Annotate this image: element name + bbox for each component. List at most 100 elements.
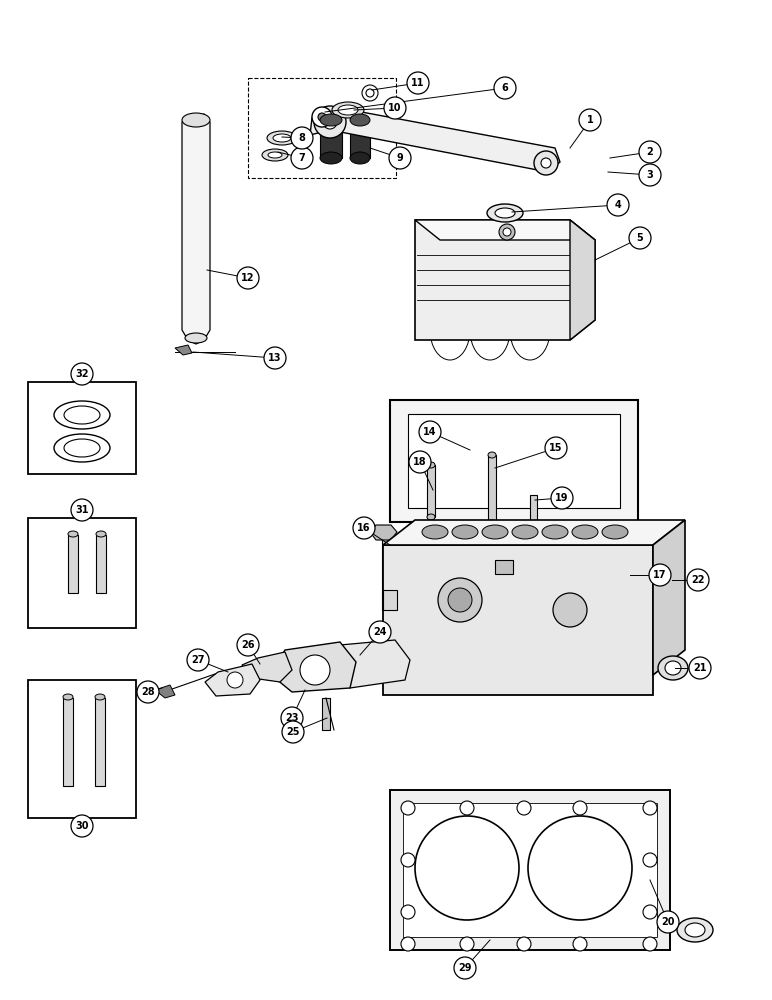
Circle shape <box>384 97 406 119</box>
Circle shape <box>448 588 472 612</box>
Circle shape <box>362 85 378 101</box>
Text: 3: 3 <box>647 170 653 180</box>
Polygon shape <box>175 345 192 355</box>
Circle shape <box>460 801 474 815</box>
Circle shape <box>649 564 671 586</box>
Bar <box>28 518 136 628</box>
Polygon shape <box>653 520 685 675</box>
Text: 23: 23 <box>285 713 299 723</box>
Circle shape <box>314 106 346 138</box>
Ellipse shape <box>262 149 288 161</box>
Ellipse shape <box>63 694 73 700</box>
Circle shape <box>137 681 159 703</box>
Bar <box>63 698 73 786</box>
Circle shape <box>187 649 209 671</box>
Circle shape <box>528 816 632 920</box>
Bar <box>427 465 435 517</box>
Ellipse shape <box>658 656 688 680</box>
Circle shape <box>629 227 651 249</box>
Bar <box>488 455 496 523</box>
Polygon shape <box>415 220 595 240</box>
Circle shape <box>312 107 332 127</box>
Circle shape <box>323 115 337 129</box>
Ellipse shape <box>488 452 496 458</box>
Ellipse shape <box>64 406 100 424</box>
Circle shape <box>541 158 551 168</box>
Bar <box>28 382 136 474</box>
Ellipse shape <box>182 113 210 127</box>
Ellipse shape <box>268 152 282 158</box>
Ellipse shape <box>427 514 435 520</box>
Text: 7: 7 <box>299 153 306 163</box>
Text: 31: 31 <box>75 505 89 515</box>
Circle shape <box>494 77 516 99</box>
Ellipse shape <box>68 531 78 537</box>
Text: 32: 32 <box>75 369 89 379</box>
Text: 18: 18 <box>413 457 427 467</box>
Bar <box>390 790 670 950</box>
Ellipse shape <box>54 401 110 429</box>
Text: 14: 14 <box>423 427 437 437</box>
Text: 27: 27 <box>191 655 205 665</box>
Circle shape <box>639 164 661 186</box>
Text: 9: 9 <box>397 153 404 163</box>
Circle shape <box>237 634 259 656</box>
Text: 5: 5 <box>637 233 643 243</box>
Ellipse shape <box>487 204 523 222</box>
Bar <box>68 535 78 593</box>
Bar <box>320 120 342 158</box>
Polygon shape <box>182 114 210 344</box>
Circle shape <box>419 421 441 443</box>
Text: 30: 30 <box>75 821 89 831</box>
Circle shape <box>643 853 657 867</box>
Polygon shape <box>330 640 410 688</box>
Text: 10: 10 <box>388 103 401 113</box>
Circle shape <box>460 937 474 951</box>
Ellipse shape <box>572 525 598 539</box>
Ellipse shape <box>427 462 435 468</box>
Circle shape <box>291 127 313 149</box>
Ellipse shape <box>350 152 370 164</box>
Ellipse shape <box>677 918 713 942</box>
Circle shape <box>415 816 519 920</box>
Circle shape <box>300 655 330 685</box>
Circle shape <box>607 194 629 216</box>
Ellipse shape <box>64 439 100 457</box>
Circle shape <box>369 621 391 643</box>
Circle shape <box>657 911 679 933</box>
Text: 28: 28 <box>141 687 155 697</box>
Ellipse shape <box>267 131 297 145</box>
Polygon shape <box>205 664 260 696</box>
Circle shape <box>409 451 431 473</box>
Circle shape <box>503 228 511 236</box>
Text: 24: 24 <box>373 627 387 637</box>
Polygon shape <box>155 685 175 698</box>
Circle shape <box>573 801 587 815</box>
Ellipse shape <box>488 520 496 526</box>
Text: 15: 15 <box>549 443 563 453</box>
Ellipse shape <box>350 114 370 126</box>
Polygon shape <box>570 220 595 340</box>
Bar <box>383 545 653 695</box>
Bar <box>383 590 397 610</box>
Polygon shape <box>310 108 560 172</box>
Circle shape <box>227 672 243 688</box>
Circle shape <box>71 363 93 385</box>
Bar <box>248 78 396 178</box>
Polygon shape <box>270 642 356 692</box>
Circle shape <box>517 937 531 951</box>
Bar <box>350 120 370 158</box>
Text: 19: 19 <box>555 493 569 503</box>
Circle shape <box>643 937 657 951</box>
Polygon shape <box>370 525 397 540</box>
Circle shape <box>573 937 587 951</box>
Ellipse shape <box>665 661 681 675</box>
Circle shape <box>282 721 304 743</box>
Ellipse shape <box>320 114 342 126</box>
Text: 21: 21 <box>693 663 706 673</box>
Bar <box>95 698 105 786</box>
Ellipse shape <box>685 923 705 937</box>
Circle shape <box>407 72 429 94</box>
Circle shape <box>389 147 411 169</box>
Ellipse shape <box>338 105 358 115</box>
